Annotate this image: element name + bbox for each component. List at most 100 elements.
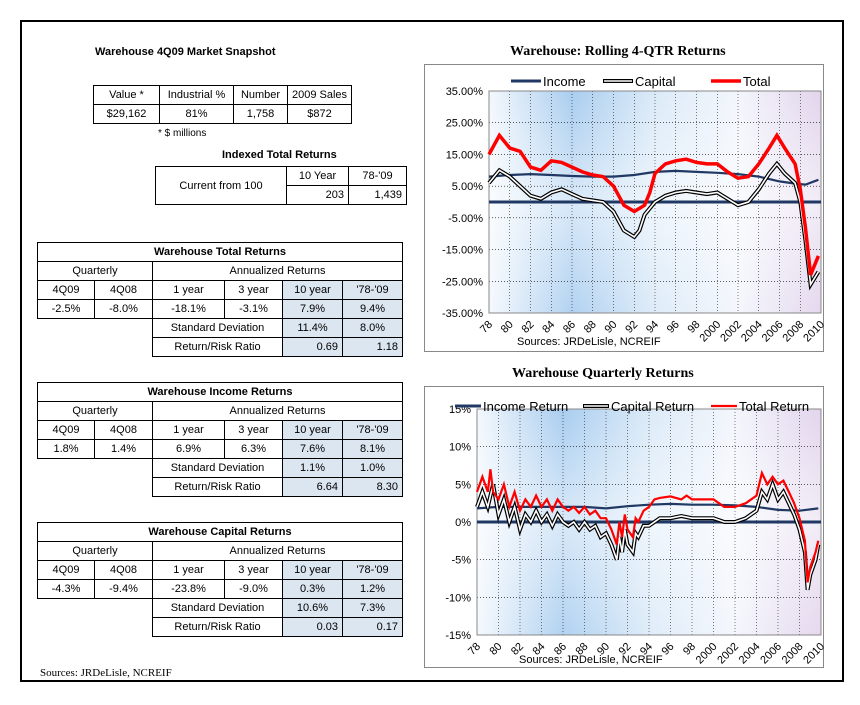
quarterly-label: Quarterly xyxy=(37,541,153,561)
x-tick-label: 2004 xyxy=(739,319,765,345)
snapshot-header: Value * xyxy=(93,85,160,105)
rr-value: 6.64 xyxy=(282,477,343,497)
snapshot-header: 2009 Sales xyxy=(286,85,353,105)
snapshot-header: Number xyxy=(233,85,288,105)
return-value: -2.5% xyxy=(37,299,95,319)
series-income-line xyxy=(476,502,819,512)
x-tick-label: 2000 xyxy=(698,319,724,345)
chart2-box: 15% 10% 5% 0% -5% -10% -15% 78 80 82 84 86 88 90 92 94 9… xyxy=(424,386,827,668)
x-tick-label: 2010 xyxy=(801,319,825,345)
chart2-title: Warehouse Quarterly Returns xyxy=(512,366,694,381)
page-frame: Warehouse 4Q09 Market Snapshot Value * I… xyxy=(20,20,844,682)
col-header: 10 year xyxy=(282,560,343,580)
indexed-header: 10 Year xyxy=(286,166,349,186)
returns-table-title: Warehouse Capital Returns xyxy=(37,522,403,542)
x-tick-label: 80 xyxy=(499,319,516,336)
y-tick-label: 10% xyxy=(449,442,471,454)
blank-cell xyxy=(37,617,153,637)
x-tick-label: 96 xyxy=(665,319,682,336)
col-header: 1 year xyxy=(152,560,225,580)
series-capital-line-inner xyxy=(476,481,820,590)
y-tick-label: -10% xyxy=(445,592,471,604)
legend-label: Capital Return xyxy=(611,399,694,414)
x-tick-label: 90 xyxy=(602,319,619,336)
indexed-title: Indexed Total Returns xyxy=(222,149,337,161)
snapshot-table: Value * Industrial % Number 2009 Sales $… xyxy=(93,85,353,124)
col-header: 4Q09 xyxy=(37,560,95,580)
legend-label: Total Return xyxy=(739,399,809,414)
returns-table: Warehouse Capital Returns Quarterly Annual… xyxy=(37,522,403,637)
snapshot-value: 81% xyxy=(159,104,234,124)
return-value: -9.4% xyxy=(94,579,153,599)
snapshot-footnote: * $ millions xyxy=(158,128,207,139)
blank-cell xyxy=(37,458,153,478)
rr-value: 0.17 xyxy=(342,617,403,637)
chart1-box: 35.00% 25.00% 15.00% 5.00% -5.00% -15.00% -25.… xyxy=(424,64,827,352)
y-tick-label: -5.00% xyxy=(448,213,483,225)
sd-value: 1.1% xyxy=(282,458,343,478)
snapshot-value: 1,758 xyxy=(233,104,288,124)
x-tick-label: 94 xyxy=(644,319,661,336)
sd-label: Standard Deviation xyxy=(152,318,283,338)
chart1-svg: 35.00% 25.00% 15.00% 5.00% -5.00% -15.00% -25.… xyxy=(442,74,827,348)
sources-left: Sources: JRDeLisle, NCREIF xyxy=(40,667,172,679)
series-capital-line-inner xyxy=(488,162,820,287)
annualized-label: Annualized Returns xyxy=(152,541,403,561)
col-header: 1 year xyxy=(152,420,225,440)
x-tick-label: 82 xyxy=(519,319,536,336)
sd-label: Standard Deviation xyxy=(152,598,283,618)
indexed-value: 203 xyxy=(286,185,349,205)
x-tick-label: 2010 xyxy=(801,641,825,667)
indexed-value: 1,439 xyxy=(348,185,407,205)
x-tick-label: 2006 xyxy=(758,641,784,667)
returns-table-title: Warehouse Income Returns xyxy=(37,382,403,402)
col-header: 3 year xyxy=(224,420,283,440)
return-value: 1.4% xyxy=(94,439,153,459)
chart-source: Sources: JRDeLisle, NCREIF xyxy=(519,654,663,666)
return-value: 6.9% xyxy=(152,439,225,459)
y-tick-label: 5.00% xyxy=(452,181,483,193)
x-tick-label: 78 xyxy=(478,319,495,336)
y-tick-label: -15% xyxy=(445,630,471,642)
col-header: 3 year xyxy=(224,560,283,580)
annualized-label: Annualized Returns xyxy=(152,261,403,281)
col-header: 4Q08 xyxy=(94,420,153,440)
chart2-svg: 15%10%5%0%-5%-10%-15%78 80 82 84 86 88 90 92 94 9… xyxy=(445,399,827,667)
col-header: 4Q08 xyxy=(94,280,153,300)
indexed-header: 78-'09 xyxy=(348,166,407,186)
col-header: '78-'09 xyxy=(342,560,403,580)
y-tick-label: 25.00% xyxy=(446,118,484,130)
returns-table: Warehouse Total Returns Quarterly Annualiz… xyxy=(37,242,403,357)
returns-table-title: Warehouse Total Returns xyxy=(37,242,403,262)
y-tick-label: -35.00% xyxy=(442,308,483,320)
sd-value: 11.4% xyxy=(282,318,343,338)
y-tick-label: -5% xyxy=(451,555,471,567)
rr-value: 0.03 xyxy=(282,617,343,637)
x-tick-label: 2008 xyxy=(780,641,806,667)
sd-label: Standard Deviation xyxy=(152,458,283,478)
blank-cell xyxy=(37,318,153,338)
blank-cell xyxy=(37,337,153,357)
returns-table: Warehouse Income Returns Quarterly Annuali… xyxy=(37,382,403,497)
rr-value: 1.18 xyxy=(342,337,403,357)
rr-label: Return/Risk Ratio xyxy=(152,477,283,497)
return-value: 1.8% xyxy=(37,439,95,459)
y-tick-label: 0% xyxy=(455,517,471,529)
col-header: 1 year xyxy=(152,280,225,300)
x-tick-label: 78 xyxy=(466,641,483,658)
sd-value: 10.6% xyxy=(282,598,343,618)
return-value: 7.6% xyxy=(282,439,343,459)
return-value: -23.8% xyxy=(152,579,225,599)
return-value: -18.1% xyxy=(152,299,225,319)
quarterly-label: Quarterly xyxy=(37,261,153,281)
x-tick-label: 2000 xyxy=(694,641,720,667)
return-value: 8.1% xyxy=(342,439,403,459)
return-value: 6.3% xyxy=(224,439,283,459)
x-tick-label: 84 xyxy=(540,319,557,336)
legend-label: Income Return xyxy=(483,399,568,414)
rr-label: Return/Risk Ratio xyxy=(152,617,283,637)
rr-label: Return/Risk Ratio xyxy=(152,337,283,357)
x-tick-label: 88 xyxy=(582,319,599,336)
col-header: 4Q08 xyxy=(94,560,153,580)
legend-label: Income xyxy=(543,74,586,89)
